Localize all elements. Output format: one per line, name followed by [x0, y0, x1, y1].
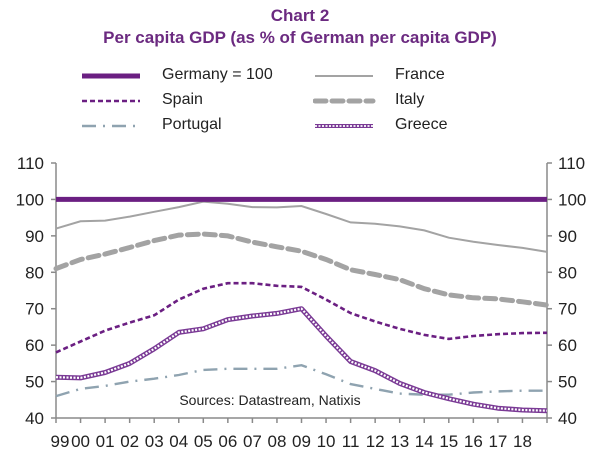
x-tick-label: 04 — [169, 432, 188, 451]
y-tick-label-left: 40 — [25, 409, 44, 428]
series-line-hatch — [55, 307, 548, 412]
legend-swatch — [313, 98, 376, 104]
y-tick-label-right: 50 — [558, 373, 577, 392]
x-tick-label: 16 — [464, 432, 483, 451]
legend-label: Spain — [162, 91, 203, 108]
legend-label: Italy — [395, 91, 425, 108]
x-tick-label: 02 — [120, 432, 139, 451]
series-line — [55, 200, 548, 253]
y-tick-label-left: 90 — [25, 227, 44, 246]
legend-swatch — [315, 124, 373, 128]
chart-title: Chart 2 — [270, 6, 330, 25]
x-tick-label: 18 — [513, 432, 532, 451]
x-tick-label: 03 — [145, 432, 164, 451]
x-tick-label: 11 — [342, 432, 360, 451]
y-tick-label-right: 40 — [558, 409, 577, 428]
series-line — [55, 281, 548, 354]
y-tick-label-left: 80 — [25, 263, 44, 282]
chart-subtitle: Per capita GDP (as % of German per capit… — [103, 28, 497, 47]
legend-label: Portugal — [162, 116, 222, 133]
legend-label: Greece — [395, 116, 448, 133]
y-tick-label-left: 50 — [25, 373, 44, 392]
x-tick-label: 10 — [317, 432, 336, 451]
x-tick-label: 00 — [71, 432, 90, 451]
x-tick-label: 05 — [194, 432, 213, 451]
series-spain — [55, 281, 548, 354]
y-tick-label-left: 110 — [17, 154, 44, 173]
x-tick-label: 01 — [96, 432, 115, 451]
y-tick-label-right: 110 — [558, 154, 585, 173]
y-tick-label-right: 80 — [558, 263, 577, 282]
legend-swatch — [82, 124, 140, 128]
series-line — [55, 363, 547, 398]
x-tick-label: 06 — [218, 432, 237, 451]
y-tick-label-left: 100 — [16, 190, 44, 209]
legend-label: Germany = 100 — [162, 66, 273, 83]
legend-label: France — [395, 66, 445, 83]
source-annotation: Sources: Datastream, Natixis — [179, 392, 360, 408]
x-tick-label: 08 — [267, 432, 286, 451]
y-tick-label-right: 90 — [558, 227, 577, 246]
x-tick-label: 14 — [415, 432, 434, 451]
y-tick-label-left: 70 — [25, 300, 44, 319]
series-france — [55, 200, 548, 253]
y-tick-label-right: 70 — [558, 300, 577, 319]
x-tick-label: 99 — [51, 432, 70, 451]
series-greece — [55, 306, 548, 414]
x-tick-label: 17 — [488, 432, 507, 451]
y-tick-label-right: 60 — [558, 336, 577, 355]
x-tick-label: 15 — [439, 432, 458, 451]
legend-swatch — [82, 73, 140, 79]
y-tick-label-left: 60 — [25, 336, 44, 355]
y-tick-label-right: 100 — [558, 190, 586, 209]
legend-swatch — [82, 99, 140, 103]
legend-swatch — [315, 75, 373, 77]
series-portugal — [55, 363, 547, 398]
series-italy — [53, 231, 550, 308]
x-tick-label: 07 — [243, 432, 262, 451]
x-tick-label: 09 — [292, 432, 311, 451]
x-tick-label: 12 — [366, 432, 385, 451]
x-tick-label: 13 — [390, 432, 409, 451]
series-line — [53, 231, 550, 308]
